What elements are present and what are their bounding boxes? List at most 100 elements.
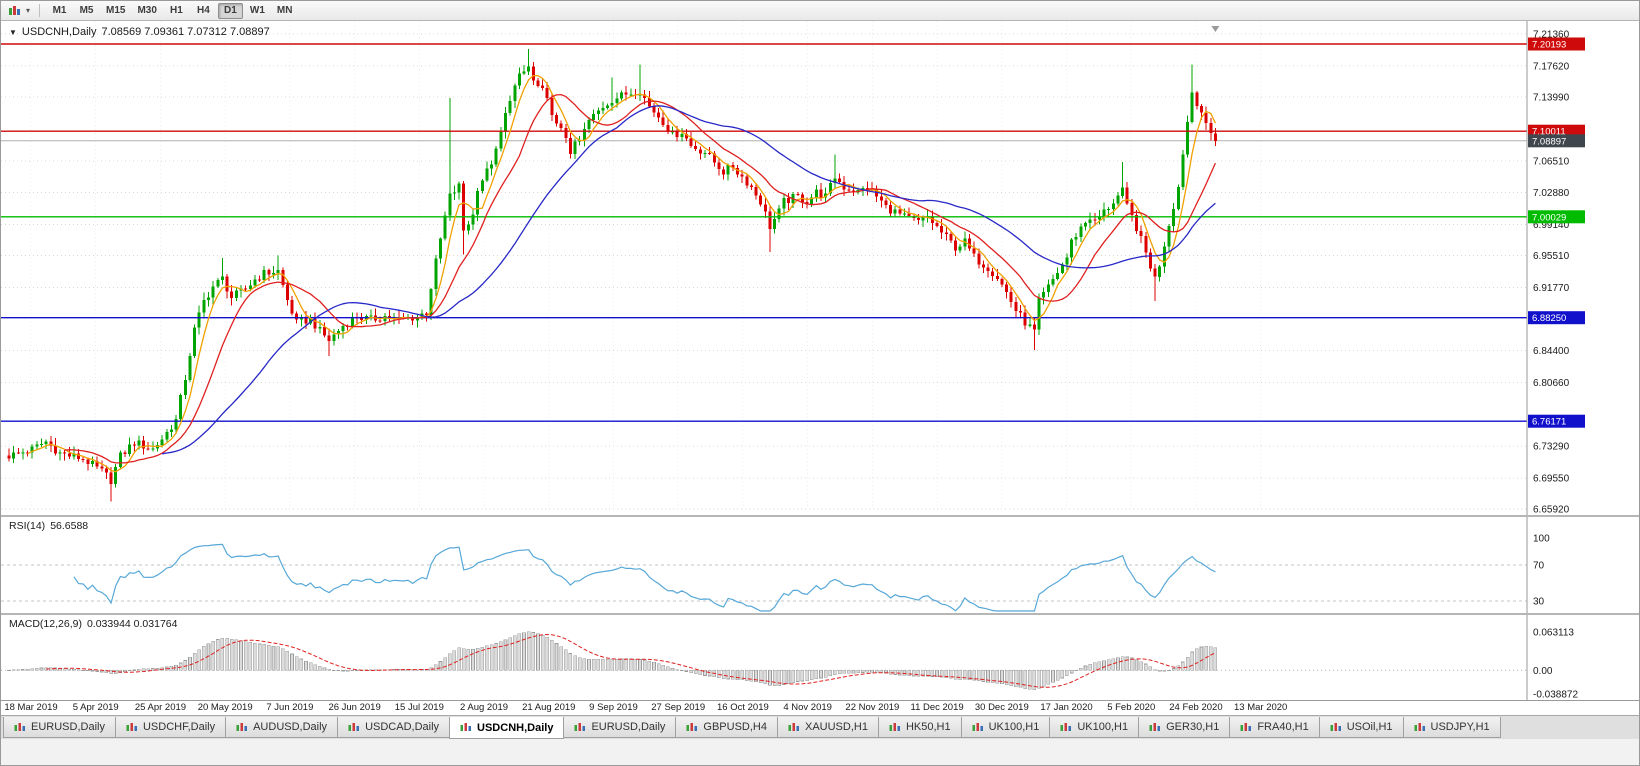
svg-text:6.65920: 6.65920 xyxy=(1533,505,1570,516)
chart-tool-dropdown-icon[interactable]: ▾ xyxy=(26,6,31,15)
tab-label: USOil,H1 xyxy=(1346,721,1393,733)
tab-chart-icon xyxy=(574,722,586,731)
chart-tool-icon[interactable] xyxy=(6,3,24,19)
time-axis[interactable]: 18 Mar 2019 5 Apr 2019 25 Apr 2019 20 May 2… xyxy=(1,701,1639,715)
svg-text:0.063113: 0.063113 xyxy=(1533,628,1574,639)
tab-chart-icon xyxy=(686,722,698,731)
rsi-grid: 100 70 30 xyxy=(1,534,1550,608)
tab-chart-icon xyxy=(236,722,248,731)
panel-splitter[interactable] xyxy=(1,613,1639,615)
svg-text:6.95510: 6.95510 xyxy=(1533,251,1570,262)
tab-chart-icon xyxy=(1330,722,1341,731)
svg-text:0.00: 0.00 xyxy=(1533,666,1553,677)
tab-usoil-h1[interactable]: USOil,H1 xyxy=(1318,717,1404,738)
timeframe-h1[interactable]: H1 xyxy=(170,5,183,16)
panel-splitter[interactable] xyxy=(1,515,1639,517)
macd-axis-labels: 0.063113 0.00 -0.038872 xyxy=(1533,628,1578,701)
rsi-line xyxy=(73,543,1216,612)
macd-histogram xyxy=(7,631,1218,690)
tab-chart-icon xyxy=(126,722,137,731)
svg-text:-0.038872: -0.038872 xyxy=(1533,689,1578,700)
tab-uk100-h1[interactable]: UK100,H1 xyxy=(1049,717,1140,738)
macd-name: MACD(12,26,9) xyxy=(9,618,82,630)
tab-label: EURUSD,Daily xyxy=(31,721,105,733)
macd-panel[interactable]: 0.063113 0.00 -0.038872 xyxy=(1,615,1640,700)
tab-label: USDJPY,H1 xyxy=(1430,721,1490,733)
timeframe-m1[interactable]: M1 xyxy=(52,5,67,16)
rsi-panel[interactable]: 100 70 30 xyxy=(1,517,1640,613)
svg-text:7.08897: 7.08897 xyxy=(1532,136,1566,147)
time-axis-label: 26 Jun 2019 xyxy=(328,702,381,713)
price-chart-panel[interactable]: 7.21360 7.17620 7.13990 7.06510 7.02880 6.991… xyxy=(1,21,1640,515)
tab-chart-icon xyxy=(1149,722,1161,731)
tab-chart-icon xyxy=(889,722,900,731)
tab-usdchf-daily[interactable]: USDCHF,Daily xyxy=(114,717,227,738)
svg-text:7.13990: 7.13990 xyxy=(1533,93,1570,104)
tab-audusd-daily[interactable]: AUDUSD,Daily xyxy=(225,717,339,738)
tab-ger30-h1[interactable]: GER30,H1 xyxy=(1138,717,1231,738)
time-axis-border xyxy=(1,700,1639,701)
tab-usdcnh-daily[interactable]: USDCNH,Daily xyxy=(449,717,565,739)
svg-text:6.80660: 6.80660 xyxy=(1533,378,1570,389)
tab-fra40-h1[interactable]: FRA40,H1 xyxy=(1229,717,1320,738)
chart-ohlc-values: 7.08569 7.09361 7.07312 7.08897 xyxy=(101,26,270,38)
time-axis-label: 16 Oct 2019 xyxy=(717,702,769,713)
tab-usdjpy-h1[interactable]: USDJPY,H1 xyxy=(1402,717,1501,738)
svg-text:7.20193: 7.20193 xyxy=(1532,40,1566,51)
timeframe-m5[interactable]: M5 xyxy=(79,5,94,16)
time-axis-label: 17 Jan 2020 xyxy=(1040,702,1093,713)
tab-chart-icon xyxy=(1060,722,1072,731)
tab-chart-icon xyxy=(788,722,799,731)
svg-text:7.10011: 7.10011 xyxy=(1532,127,1566,138)
timeframe-m30[interactable]: M30 xyxy=(137,5,157,16)
tab-label: XAUUSD,H1 xyxy=(804,721,868,733)
tab-xauusd-h1[interactable]: XAUUSD,H1 xyxy=(776,717,879,738)
toolbar-separator xyxy=(39,4,41,17)
tab-gbpusd-h4[interactable]: GBPUSD,H4 xyxy=(675,717,778,738)
timeframe-m15[interactable]: M15 xyxy=(106,5,126,16)
chart-shift-marker[interactable] xyxy=(1211,26,1220,32)
tab-label: HK50,H1 xyxy=(905,721,951,733)
time-axis-label: 11 Dec 2019 xyxy=(910,702,964,713)
svg-text:6.84400: 6.84400 xyxy=(1533,346,1570,357)
timeframe-h4[interactable]: H4 xyxy=(197,5,210,16)
time-axis-label: 9 Sep 2019 xyxy=(589,702,638,713)
timeframe-d1[interactable]: D1 xyxy=(217,2,243,19)
symbol-dropdown-icon[interactable]: ▼ xyxy=(9,28,17,37)
tab-chart-icon xyxy=(348,722,360,731)
timeframe-mn[interactable]: MN xyxy=(276,5,293,16)
timeframe-w1[interactable]: W1 xyxy=(249,5,265,16)
svg-text:100: 100 xyxy=(1533,534,1550,545)
moving-averages xyxy=(27,74,1216,473)
status-bar xyxy=(1,739,1639,765)
tab-hk50-h1[interactable]: HK50,H1 xyxy=(877,717,962,738)
mini-chart-icon xyxy=(9,5,20,15)
tab-chart-icon xyxy=(1240,722,1252,731)
tab-eurusd-daily[interactable]: EURUSD,Daily xyxy=(563,717,677,738)
tab-label: GER30,H1 xyxy=(1166,721,1220,733)
tab-eurusd-daily[interactable]: EURUSD,Daily xyxy=(3,717,116,738)
svg-text:6.91770: 6.91770 xyxy=(1533,283,1570,294)
tab-label: EURUSD,Daily xyxy=(591,721,666,733)
chart-tabs-bar: EURUSD,Daily USDCHF,Daily AUDUSD,Daily USDC… xyxy=(1,715,1639,739)
price-grid: 7.21360 7.17620 7.13990 7.06510 7.02880 6.991… xyxy=(1,30,1570,516)
candles xyxy=(7,49,1217,502)
macd-signal-line xyxy=(46,633,1216,688)
tab-uk100-h1[interactable]: UK100,H1 xyxy=(960,717,1051,738)
time-axis-label: 20 May 2019 xyxy=(197,702,253,713)
tab-chart-icon xyxy=(460,723,472,731)
tab-label: FRA40,H1 xyxy=(1257,721,1309,733)
tab-label: UK100,H1 xyxy=(988,721,1040,733)
time-axis-label: 15 Jul 2019 xyxy=(394,702,444,713)
toolbar: ▾ M1 M5 M15 M30 H1 H4 D1 W1 MN xyxy=(1,1,1639,21)
svg-text:7.06510: 7.06510 xyxy=(1533,157,1570,168)
tab-usdcad-daily[interactable]: USDCAD,Daily xyxy=(337,717,451,738)
time-axis-label: 21 Aug 2019 xyxy=(522,702,576,713)
time-axis-label: 22 Nov 2019 xyxy=(845,702,900,713)
horizontal-levels xyxy=(1,43,1527,422)
time-axis-label: 5 Feb 2020 xyxy=(1107,702,1156,713)
price-level-tags: 7.20193 7.10011 7.00029 6.88250 6.76171 7.088… xyxy=(1528,37,1585,428)
time-axis-label: 5 Apr 2019 xyxy=(72,702,119,713)
time-grid xyxy=(30,21,1262,509)
rsi-name: RSI(14) xyxy=(9,520,46,532)
